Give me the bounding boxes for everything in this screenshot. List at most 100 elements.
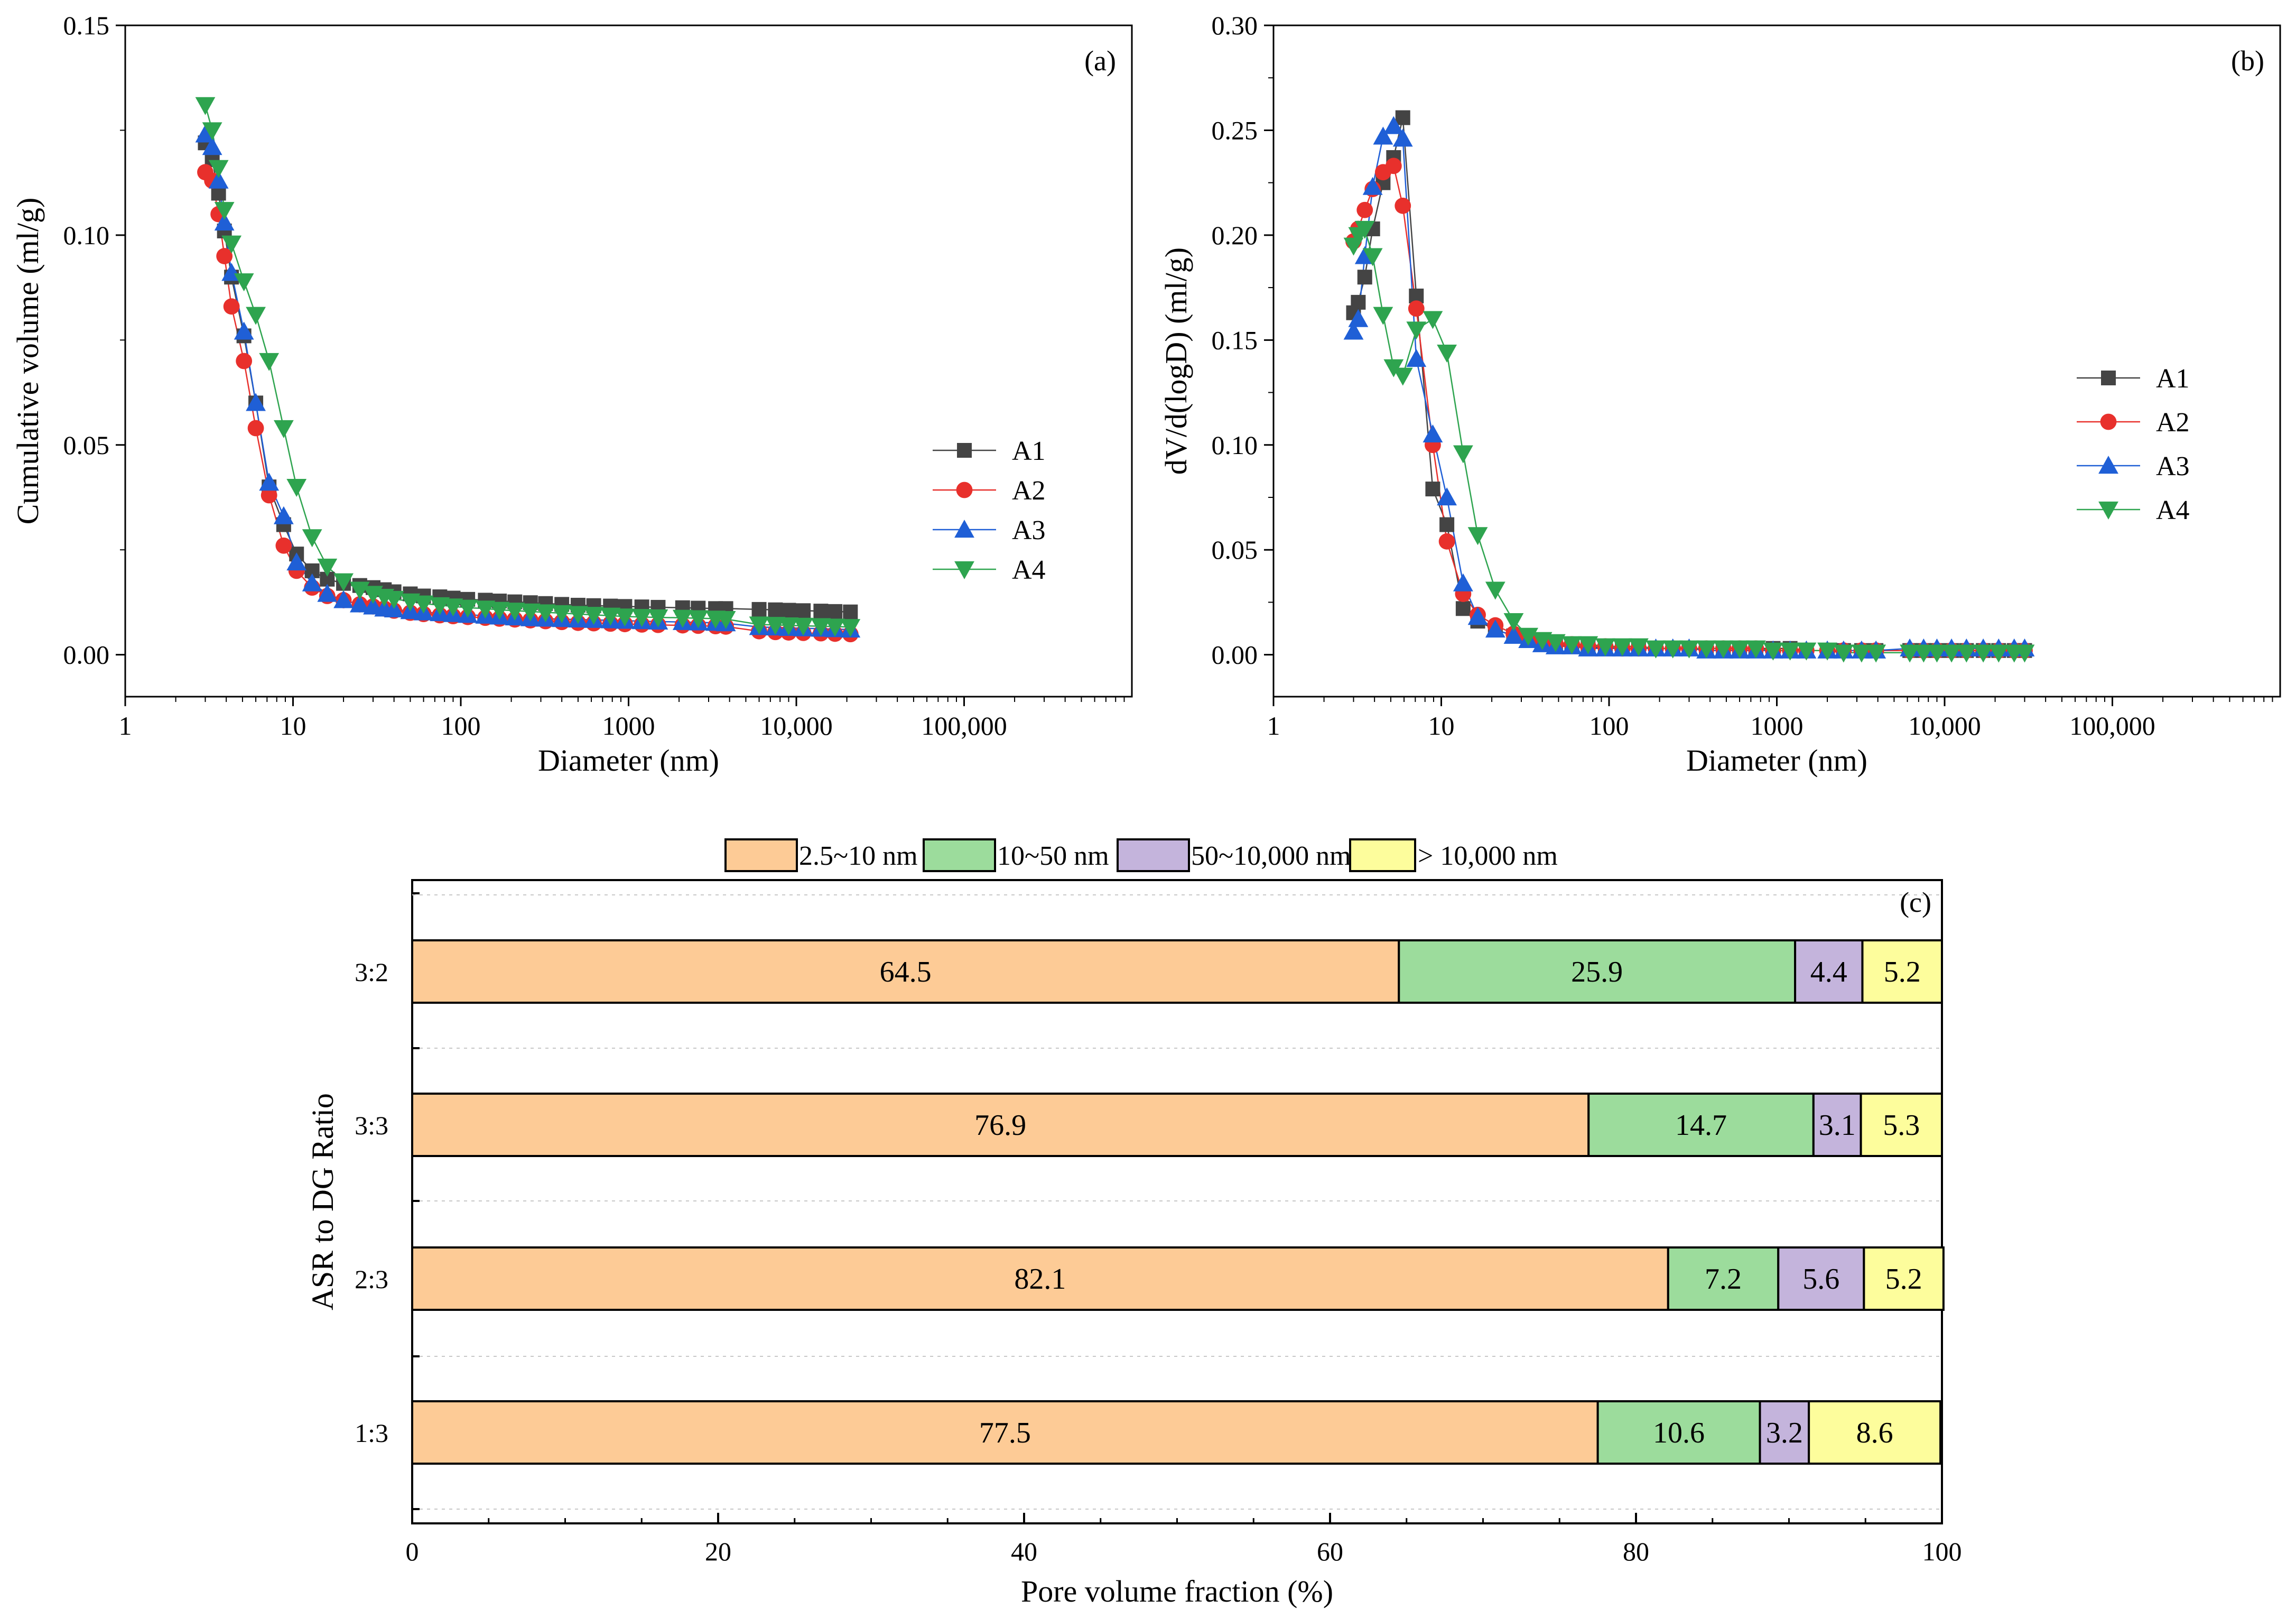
data-point-A4 xyxy=(1467,527,1488,545)
data-point-A4 xyxy=(765,617,786,635)
data-point-A2 xyxy=(1438,533,1455,550)
data-point-A4 xyxy=(302,529,322,548)
bar-segment xyxy=(1863,1246,1945,1311)
data-point-A4 xyxy=(1817,642,1837,661)
data-point-A4 xyxy=(1595,638,1615,656)
x-tick-label: 0 xyxy=(406,1537,419,1566)
series-line-A1 xyxy=(1353,117,2025,651)
legend-label: 2.5~10 nm xyxy=(799,841,918,871)
data-point-A2 xyxy=(1395,197,1411,214)
data-point-A4 xyxy=(1713,640,1734,659)
y-tick-label: 0.00 xyxy=(63,640,110,670)
x-tick-label: 10,000 xyxy=(1908,711,1981,741)
data-point-A4 xyxy=(1851,644,1872,663)
data-point-A4 xyxy=(1423,311,1443,329)
bar-value-label: 10.6 xyxy=(1653,1417,1705,1449)
bar-value-label: 82.1 xyxy=(1014,1263,1066,1296)
x-tick-label: 1000 xyxy=(602,711,655,741)
legend-swatch xyxy=(923,838,996,872)
data-point-A4 xyxy=(1927,644,1947,663)
data-point-A4 xyxy=(1679,640,1699,659)
bar-value-label: 5.2 xyxy=(1884,956,1921,988)
x-tick-label: 20 xyxy=(705,1537,731,1566)
y-tick-label: 0.15 xyxy=(1212,325,1258,355)
bar-segment xyxy=(411,939,1400,1004)
data-point-A4 xyxy=(505,603,525,621)
data-point-A4 xyxy=(273,420,294,438)
x-tick-label: 80 xyxy=(1623,1537,1649,1566)
data-point-A4 xyxy=(583,607,604,625)
y-tick-label: 0.10 xyxy=(1212,430,1258,460)
bar-segment xyxy=(1794,939,1864,1004)
data-point-A4 xyxy=(1900,644,1920,663)
data-point-A4 xyxy=(333,573,354,591)
data-point-A4 xyxy=(1913,644,1934,663)
x-axis-label: Diameter (nm) xyxy=(538,743,719,778)
legend-marker-A1 xyxy=(957,443,972,458)
legend: 2.5~10 nm 10~50 nm 50~10,000 nm > 10,000 nm xyxy=(724,838,1558,872)
bar-segment xyxy=(1587,1093,1815,1157)
panel-label: (a) xyxy=(1084,45,1116,77)
x-tick-label: 100,000 xyxy=(921,711,1007,741)
bar-value-label: 4.4 xyxy=(1810,956,1847,988)
x-axis-label: Pore volume fraction (%) xyxy=(1021,1574,1333,1608)
data-point-A4 xyxy=(1373,307,1393,325)
data-point-A4 xyxy=(778,617,799,635)
panel-label: (c) xyxy=(1900,886,1931,918)
x-tick-label: 1000 xyxy=(1751,711,1804,741)
data-point-A3 xyxy=(317,584,338,602)
bar-value-label: 7.2 xyxy=(1705,1263,1742,1296)
data-point-A1 xyxy=(1425,482,1440,497)
data-point-A4 xyxy=(384,590,404,609)
x-tick-label: 100 xyxy=(1922,1537,1962,1566)
legend: A1 A2 A3 A4 xyxy=(933,436,1046,585)
legend-marker-A4 xyxy=(954,561,974,579)
panel-a-cumulative-volume-chart: 1 10 100 1000 10,000 100,000 0.00 0.05 0.10 0.15 D… xyxy=(11,11,1133,778)
y-tick-label: 0.05 xyxy=(1212,535,1258,565)
data-point-A4 xyxy=(715,611,736,630)
category-label: 3:3 xyxy=(355,1111,388,1140)
data-point-A1 xyxy=(1357,270,1372,285)
data-point-A3 xyxy=(1406,349,1427,367)
y-tick-label: 0.30 xyxy=(1212,11,1258,40)
y-tick-label: 0.05 xyxy=(63,430,110,460)
plot-frame xyxy=(124,24,1133,698)
data-point-A3 xyxy=(195,124,216,143)
bar-value-label: 3.2 xyxy=(1766,1417,1803,1449)
bar-segment xyxy=(411,1400,1599,1465)
data-point-A4 xyxy=(317,558,338,577)
data-point-A4 xyxy=(259,353,280,371)
data-point-A3 xyxy=(246,393,266,411)
panel-c-stacked-bar-chart: 0 20 40 60 80 100 Pore volume fraction (%) ASR … xyxy=(305,838,1962,1608)
x-tick-label: 40 xyxy=(1011,1537,1037,1566)
legend-label-A3: A3 xyxy=(1012,515,1046,545)
data-point-A4 xyxy=(1956,644,1977,663)
data-point-A3 xyxy=(234,321,254,340)
data-point-A4 xyxy=(1485,581,1505,600)
bar-segment xyxy=(1860,1093,1943,1157)
legend-marker-A3 xyxy=(954,520,974,538)
panel-b-dvdlogd-chart: 1 10 100 1000 10,000 100,000 0.00 0.05 0.10 0.15 0… xyxy=(1159,11,2281,778)
data-point-A3 xyxy=(1453,573,1473,591)
legend-label-A4: A4 xyxy=(2156,495,2190,525)
legend-label-A1: A1 xyxy=(2156,364,2190,394)
category-label: 2:3 xyxy=(355,1264,388,1294)
y-axis-label: ASR to DG Ratio xyxy=(305,1093,340,1310)
data-point-A2 xyxy=(1356,201,1373,218)
series-line-A1 xyxy=(204,142,851,613)
data-point-A4 xyxy=(475,600,496,619)
data-point-A4 xyxy=(1696,640,1716,659)
legend-label-A1: A1 xyxy=(1012,436,1046,466)
legend-swatch xyxy=(1117,838,1190,872)
bar-segment xyxy=(1398,939,1797,1004)
category-label: 1:3 xyxy=(355,1418,388,1448)
data-point-A4 xyxy=(286,479,307,497)
data-point-A4 xyxy=(1646,640,1666,659)
bar-segment xyxy=(1812,1093,1862,1157)
bar-value-label: 5.6 xyxy=(1802,1263,1839,1296)
bar-value-label: 77.5 xyxy=(979,1417,1031,1449)
data-point-A1 xyxy=(1439,517,1455,532)
data-point-A4 xyxy=(1453,445,1473,464)
data-point-A2 xyxy=(1408,300,1425,317)
